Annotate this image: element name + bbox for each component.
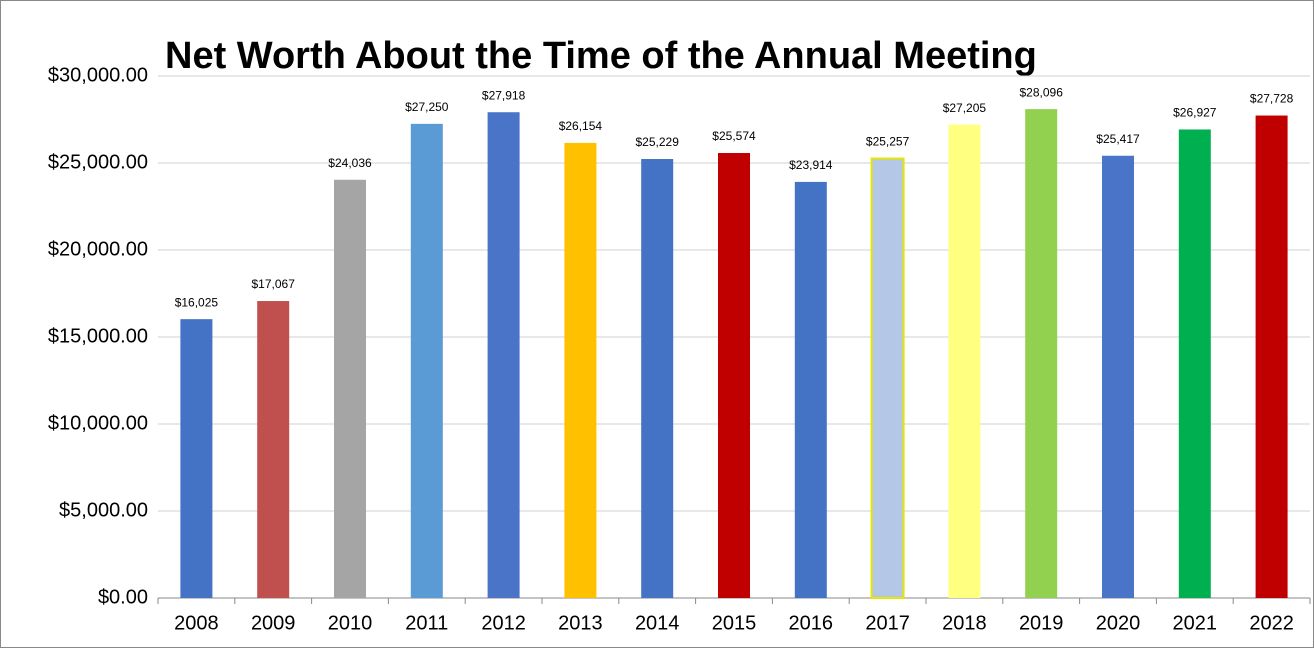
x-tick-label: 2008: [174, 612, 219, 634]
bar: [1255, 115, 1288, 598]
data-label: $27,918: [482, 88, 526, 102]
data-label: $25,417: [1096, 132, 1140, 146]
data-label: $24,036: [328, 156, 372, 170]
x-tick-label: 2013: [558, 612, 603, 634]
bar: [257, 301, 290, 598]
data-label: $25,229: [636, 135, 680, 149]
y-tick-label: $20,000.00: [48, 238, 148, 260]
x-tick-label: 2020: [1096, 612, 1141, 634]
data-label: $26,927: [1173, 106, 1217, 120]
x-tick-label: 2017: [865, 612, 910, 634]
x-tick-label: 2018: [942, 612, 987, 634]
bar: [1102, 155, 1134, 598]
x-tick-label: 2015: [712, 612, 757, 634]
bar: [334, 179, 366, 598]
data-label: $27,728: [1250, 92, 1294, 106]
data-label: $16,025: [175, 295, 219, 309]
y-tick-label: $25,000.00: [48, 151, 148, 173]
chart-title: Net Worth About the Time of the Annual M…: [165, 35, 1037, 77]
y-tick-label: $30,000.00: [48, 64, 148, 86]
bar: [410, 123, 443, 598]
y-tick-label: $15,000.00: [48, 325, 148, 347]
y-tick-label: $5,000.00: [59, 499, 148, 521]
y-tick-label: $10,000.00: [48, 412, 148, 434]
bar: [564, 142, 597, 598]
bar: [487, 112, 520, 598]
data-label: $25,257: [866, 135, 910, 149]
x-tick-label: 2022: [1249, 612, 1294, 634]
bar: [948, 124, 981, 599]
y-tick-label: $0.00: [98, 586, 148, 608]
data-label: $27,250: [405, 100, 449, 114]
x-tick-label: 2016: [789, 612, 834, 634]
data-label: $26,154: [559, 119, 603, 133]
x-tick-label: 2019: [1019, 612, 1064, 634]
data-label: $23,914: [789, 158, 833, 172]
bar: [794, 181, 827, 598]
bar: [870, 157, 905, 599]
x-tick-label: 2014: [635, 612, 680, 634]
x-tick-label: 2012: [481, 612, 526, 634]
bar: [1025, 109, 1058, 598]
data-label: $27,205: [943, 101, 987, 115]
data-label: $25,574: [712, 129, 756, 143]
bar: [1178, 129, 1211, 598]
bar: [641, 159, 674, 599]
x-tick-label: 2021: [1173, 612, 1218, 634]
bar: [718, 153, 750, 599]
x-tick-label: 2010: [328, 612, 373, 634]
data-label: $28,096: [1020, 85, 1064, 99]
x-tick-label: 2011: [405, 612, 448, 634]
data-label: $17,067: [252, 277, 296, 291]
x-tick-label: 2009: [251, 612, 296, 634]
bar: [180, 319, 213, 598]
